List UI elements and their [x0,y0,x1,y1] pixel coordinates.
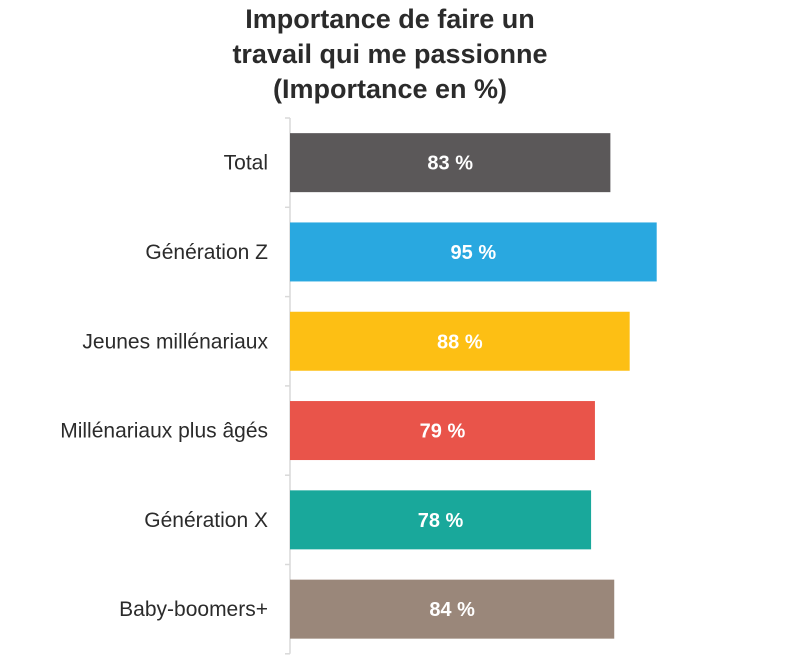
category-label-0: Total [224,152,268,175]
category-label-3: Millénariaux plus âgés [60,420,268,443]
value-label-0: 83 % [427,153,473,175]
value-label-4: 78 % [418,510,464,532]
chart-title-line-2: travail qui me passionne [232,39,548,69]
category-label-1: Génération Z [145,241,268,264]
bar-0 [290,133,611,193]
bar-1 [290,222,657,282]
value-label-1: 95 % [451,242,497,264]
value-label-5: 84 % [429,599,475,621]
bar-5 [290,579,615,639]
chart-title-line-3: (Importance en %) [272,74,508,104]
bar-2 [290,311,630,371]
category-label-5: Baby-boomers+ [119,598,268,621]
value-label-3: 79 % [420,421,466,443]
category-label-4: Génération X [144,509,268,532]
chart-title: Importance de faire un travail qui me pa… [0,2,780,107]
bar-4 [290,490,592,550]
chart-title-line-1: Importance de faire un [245,4,535,34]
value-label-2: 88 % [437,331,483,353]
bar-3 [290,401,595,461]
category-label-2: Jeunes millénariaux [82,330,268,353]
